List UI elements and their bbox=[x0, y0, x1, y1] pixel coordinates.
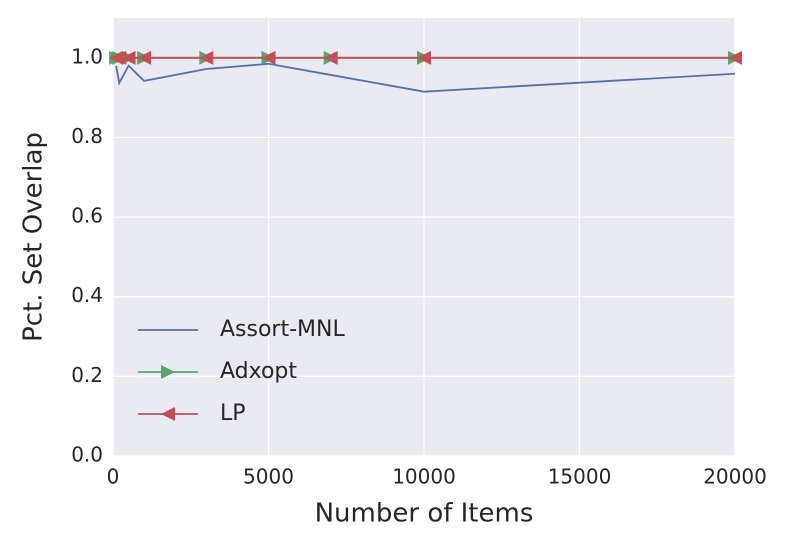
series-line bbox=[115, 62, 736, 93]
marker bbox=[728, 50, 742, 65]
y-tick-label: 1.0 bbox=[71, 44, 103, 68]
marker bbox=[121, 50, 136, 65]
y-tick-label: 0.8 bbox=[71, 124, 103, 148]
marker bbox=[112, 50, 127, 65]
x-tick-label: 15000 bbox=[548, 465, 612, 489]
y-tick-label: 0.4 bbox=[71, 283, 103, 307]
legend-marker bbox=[161, 365, 175, 379]
marker bbox=[261, 50, 276, 65]
x-tick-label: 20000 bbox=[703, 465, 767, 489]
y-axis-label: Pct. Set Overlap bbox=[19, 132, 49, 342]
marker bbox=[417, 50, 431, 65]
legend-label: Assort-MNL bbox=[220, 317, 345, 342]
marker bbox=[137, 50, 152, 65]
x-tick-label: 0 bbox=[107, 465, 120, 489]
x-tick-label: 5000 bbox=[243, 465, 294, 489]
x-axis-label: Number of Items bbox=[315, 499, 534, 529]
marker bbox=[323, 50, 338, 65]
legend-label: Adxopt bbox=[220, 359, 297, 384]
legend-label: LP bbox=[220, 401, 246, 426]
legend-marker bbox=[161, 407, 175, 421]
x-tick-label: 10000 bbox=[392, 465, 456, 489]
marker bbox=[199, 50, 214, 65]
y-tick-label: 0.6 bbox=[71, 204, 103, 228]
y-tick-label: 0.0 bbox=[71, 443, 103, 467]
y-tick-label: 0.2 bbox=[71, 363, 103, 387]
